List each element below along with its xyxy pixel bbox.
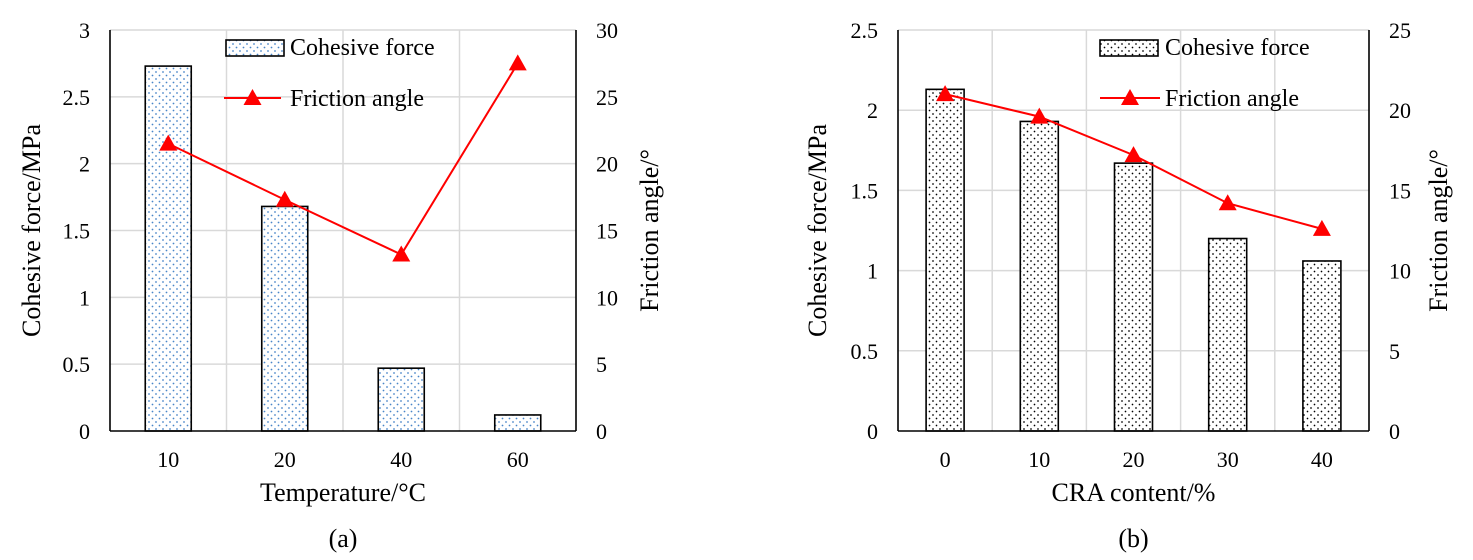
- friction-angle-point-60: [508, 54, 527, 71]
- x-tick-label: 40: [1311, 447, 1333, 472]
- legend-label-cohesive-force: Cohesive force: [290, 35, 435, 61]
- y-tick-label: 1.5: [851, 178, 879, 203]
- bar-40: [1302, 260, 1342, 432]
- y2-axis-title: Friction angle/°: [635, 149, 664, 312]
- legend-triangle-marker: [243, 89, 262, 105]
- legend-triangle-marker: [1121, 89, 1139, 105]
- y2-tick-label: 15: [1389, 178, 1411, 203]
- panel-label: (a): [329, 524, 358, 553]
- y2-tick-label: 25: [596, 85, 618, 110]
- x-tick-label: 10: [1028, 447, 1050, 472]
- friction-angle-point-20: [275, 190, 294, 207]
- legend-label-friction-angle: Friction angle: [1165, 86, 1299, 112]
- y2-tick-label: 10: [1389, 259, 1411, 284]
- bar-40: [377, 367, 426, 432]
- y2-tick-label: 25: [1389, 18, 1411, 43]
- y2-tick-label: 5: [1389, 339, 1400, 364]
- x-tick-label: 40: [390, 447, 412, 472]
- bar-10: [1019, 120, 1060, 432]
- y-tick-label: 2: [79, 152, 90, 177]
- y2-tick-label: 15: [596, 219, 618, 244]
- y-tick-label: 1: [79, 285, 90, 310]
- y-tick-label: 0.5: [851, 339, 879, 364]
- y-axis-title: Cohesive force/MPa: [803, 124, 832, 337]
- bar-30: [1207, 237, 1248, 432]
- chart-panel-b: 0 0.5 1 1.5 2 2.5 0 5 10 15 20 25 0 10 20 30 40 CRA conte…: [803, 18, 1453, 553]
- legend-label-cohesive-force: Cohesive force: [1165, 35, 1310, 61]
- x-tick-label: 20: [274, 447, 296, 472]
- friction-angle-point-40: [1312, 219, 1331, 236]
- y-tick-label: 1.5: [63, 219, 91, 244]
- y2-tick-label: 5: [596, 352, 607, 377]
- bar-60: [493, 414, 542, 432]
- legend-bar-swatch: [225, 39, 285, 57]
- x-axis-title: CRA content/%: [1052, 478, 1216, 507]
- y-tick-label: 1: [867, 259, 878, 284]
- bar-20: [260, 205, 309, 432]
- x-tick-label: 0: [940, 447, 951, 472]
- x-tick-label: 30: [1217, 447, 1239, 472]
- friction-angle-point-40: [392, 245, 411, 262]
- y2-tick-label: 20: [596, 152, 618, 177]
- y-tick-label: 2.5: [63, 85, 91, 110]
- legend-label-friction-angle: Friction angle: [290, 86, 424, 112]
- y2-tick-label: 30: [596, 18, 618, 43]
- legend: Cohesive force Friction angle: [1099, 35, 1310, 112]
- y-tick-label: 0: [867, 419, 878, 444]
- panel-label: (b): [1118, 524, 1148, 553]
- y2-tick-label: 0: [596, 419, 607, 444]
- y-tick-label: 3: [79, 18, 90, 43]
- legend: Cohesive force Friction angle: [224, 35, 435, 112]
- y2-tick-label: 10: [596, 285, 618, 310]
- friction-angle-point-30: [1218, 194, 1237, 211]
- bar-10: [144, 65, 193, 432]
- y2-tick-label: 20: [1389, 98, 1411, 123]
- y-tick-label: 0: [79, 419, 90, 444]
- friction-angle-line: [167, 62, 519, 256]
- y2-axis-title: Friction angle/°: [1424, 149, 1453, 312]
- bar-0: [925, 88, 965, 432]
- y2-tick-label: 0: [1389, 419, 1400, 444]
- x-tick-label: 60: [507, 447, 529, 472]
- friction-angle-point-0: [936, 85, 955, 102]
- y-tick-label: 0.5: [63, 352, 91, 377]
- x-axis-title: Temperature/°C: [260, 478, 426, 507]
- y-axis-title: Cohesive force/MPa: [17, 124, 46, 337]
- x-tick-label: 20: [1123, 447, 1145, 472]
- friction-angle-point-20: [1124, 146, 1143, 163]
- bar-20: [1113, 162, 1154, 432]
- friction-angle-point-10: [159, 134, 178, 151]
- x-tick-label: 10: [157, 447, 179, 472]
- friction-angle-point-10: [1030, 107, 1049, 124]
- y-tick-label: 2: [867, 98, 878, 123]
- y-tick-label: 2.5: [851, 18, 879, 43]
- legend-bar-swatch: [1099, 39, 1159, 57]
